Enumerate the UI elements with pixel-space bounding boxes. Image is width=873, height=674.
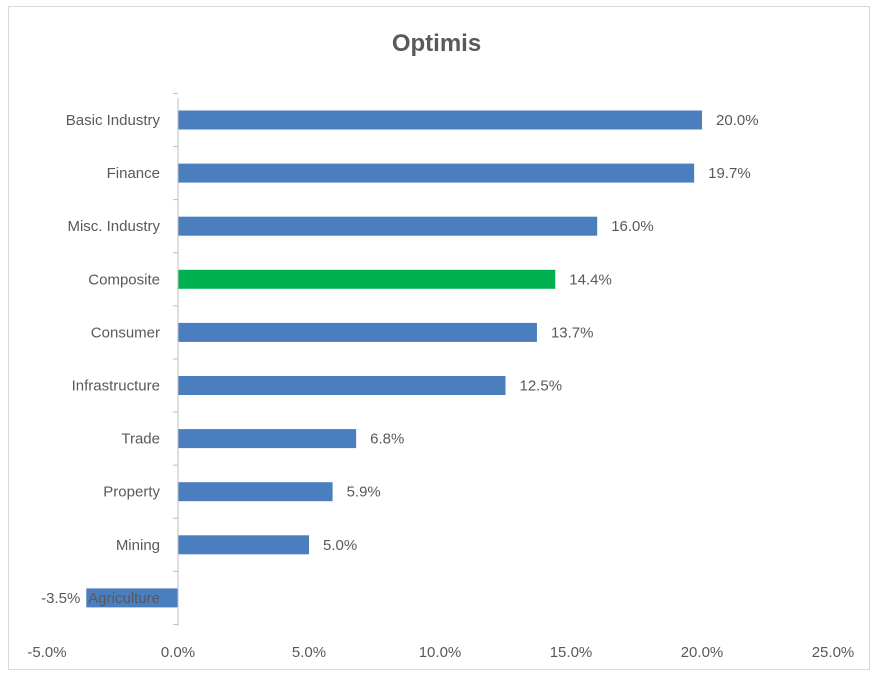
value-label: 12.5% — [520, 378, 563, 395]
category-label: Consumer — [91, 324, 160, 341]
bar-trade — [178, 429, 357, 449]
x-tick-label: 25.0% — [812, 644, 855, 661]
category-label: Basic Industry — [66, 112, 161, 129]
x-tick-label: 20.0% — [681, 644, 724, 661]
value-label: -3.5% — [41, 590, 80, 607]
value-label: 5.9% — [347, 484, 381, 501]
bar-misc-industry — [178, 216, 598, 236]
bar-basic-industry — [178, 110, 702, 130]
category-label: Infrastructure — [72, 378, 160, 395]
value-label: 6.8% — [370, 431, 404, 448]
x-tick-label: 10.0% — [419, 644, 462, 661]
bar-consumer — [178, 322, 537, 342]
value-label: 5.0% — [323, 537, 357, 554]
bar-mining — [178, 535, 309, 555]
x-tick-label: 5.0% — [292, 644, 326, 661]
value-label: 16.0% — [611, 218, 654, 235]
bar-finance — [178, 163, 695, 183]
value-label: 14.4% — [569, 271, 612, 288]
bar-composite — [178, 269, 556, 289]
value-label: 19.7% — [708, 165, 751, 182]
bar-property — [178, 482, 333, 502]
value-label: 20.0% — [716, 112, 759, 129]
x-tick-label: 0.0% — [161, 644, 195, 661]
category-label: Agriculture — [88, 590, 160, 607]
category-label: Mining — [116, 537, 160, 554]
chart-title: Optimis — [391, 30, 482, 57]
bar-infrastructure — [178, 376, 506, 395]
x-tick-label: 15.0% — [550, 644, 593, 661]
bar-agriculture — [86, 588, 178, 608]
category-label: Trade — [121, 431, 160, 448]
x-tick-label: -5.0% — [27, 644, 66, 661]
category-label: Misc. Industry — [67, 218, 160, 235]
category-label: Finance — [107, 165, 160, 182]
category-label: Composite — [88, 271, 160, 288]
category-label: Property — [103, 484, 160, 501]
value-label: 13.7% — [551, 324, 594, 341]
